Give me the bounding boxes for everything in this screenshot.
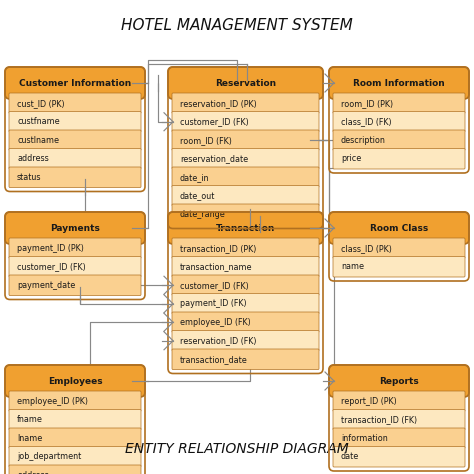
FancyBboxPatch shape <box>9 410 141 430</box>
Text: transaction_date: transaction_date <box>180 355 248 364</box>
FancyBboxPatch shape <box>9 275 141 295</box>
FancyBboxPatch shape <box>333 238 465 258</box>
FancyBboxPatch shape <box>329 212 469 244</box>
FancyBboxPatch shape <box>333 391 465 411</box>
Text: reservation_ID (PK): reservation_ID (PK) <box>180 99 257 108</box>
FancyBboxPatch shape <box>329 67 469 99</box>
Text: name: name <box>341 262 364 271</box>
FancyBboxPatch shape <box>5 212 145 244</box>
FancyBboxPatch shape <box>172 238 319 258</box>
FancyBboxPatch shape <box>9 148 141 169</box>
Text: HOTEL MANAGEMENT SYSTEM: HOTEL MANAGEMENT SYSTEM <box>121 18 353 33</box>
Text: custfname: custfname <box>17 117 60 126</box>
Text: Employees: Employees <box>48 376 102 385</box>
Text: report_ID (PK): report_ID (PK) <box>341 397 397 406</box>
Text: date_out: date_out <box>180 191 215 200</box>
Text: customer_ID (FK): customer_ID (FK) <box>180 281 249 290</box>
Text: payment_date: payment_date <box>17 281 75 290</box>
FancyBboxPatch shape <box>9 465 141 474</box>
Text: Reservation: Reservation <box>215 79 276 88</box>
Text: custlname: custlname <box>17 136 59 145</box>
Text: payment_ID (PK): payment_ID (PK) <box>17 244 84 253</box>
FancyBboxPatch shape <box>333 111 465 132</box>
Text: class_ID (PK): class_ID (PK) <box>341 244 392 253</box>
Text: address: address <box>17 471 49 474</box>
Text: Transaction: Transaction <box>216 224 275 233</box>
FancyBboxPatch shape <box>172 275 319 295</box>
FancyBboxPatch shape <box>333 130 465 151</box>
FancyBboxPatch shape <box>333 447 465 467</box>
Text: Payments: Payments <box>50 224 100 233</box>
FancyBboxPatch shape <box>5 365 145 397</box>
Text: employee_ID (PK): employee_ID (PK) <box>17 397 88 406</box>
FancyBboxPatch shape <box>9 130 141 151</box>
Text: customer_ID (FK): customer_ID (FK) <box>180 117 249 126</box>
Text: Customer Information: Customer Information <box>19 79 131 88</box>
Text: address: address <box>17 154 49 163</box>
FancyBboxPatch shape <box>172 185 319 206</box>
Text: Room Information: Room Information <box>353 79 445 88</box>
FancyBboxPatch shape <box>172 204 319 225</box>
FancyBboxPatch shape <box>333 410 465 430</box>
FancyBboxPatch shape <box>168 212 323 244</box>
FancyBboxPatch shape <box>172 256 319 277</box>
Text: customer_ID (FK): customer_ID (FK) <box>17 262 86 271</box>
Text: room_ID (PK): room_ID (PK) <box>341 99 393 108</box>
FancyBboxPatch shape <box>333 256 465 277</box>
Text: transaction_ID (PK): transaction_ID (PK) <box>180 244 256 253</box>
FancyBboxPatch shape <box>9 391 141 411</box>
Text: ENTITY RELATIONSHIP DIAGRAM: ENTITY RELATIONSHIP DIAGRAM <box>125 442 349 456</box>
FancyBboxPatch shape <box>9 428 141 448</box>
FancyBboxPatch shape <box>172 167 319 188</box>
FancyBboxPatch shape <box>172 330 319 351</box>
FancyBboxPatch shape <box>9 238 141 258</box>
FancyBboxPatch shape <box>333 148 465 169</box>
FancyBboxPatch shape <box>172 148 319 169</box>
Text: date: date <box>341 452 359 461</box>
FancyBboxPatch shape <box>333 428 465 448</box>
Text: status: status <box>17 173 42 182</box>
FancyBboxPatch shape <box>9 111 141 132</box>
Text: date_range: date_range <box>180 210 226 219</box>
Text: price: price <box>341 154 361 163</box>
Text: reservation_date: reservation_date <box>180 154 248 163</box>
Text: reservation_ID (FK): reservation_ID (FK) <box>180 336 256 345</box>
Text: job_department: job_department <box>17 452 81 461</box>
FancyBboxPatch shape <box>9 93 141 113</box>
FancyBboxPatch shape <box>172 93 319 113</box>
FancyBboxPatch shape <box>172 349 319 370</box>
FancyBboxPatch shape <box>333 93 465 113</box>
FancyBboxPatch shape <box>172 293 319 314</box>
Text: date_in: date_in <box>180 173 210 182</box>
FancyBboxPatch shape <box>172 111 319 132</box>
Text: cust_ID (PK): cust_ID (PK) <box>17 99 64 108</box>
Text: fname: fname <box>17 415 43 424</box>
FancyBboxPatch shape <box>9 447 141 467</box>
Text: class_ID (FK): class_ID (FK) <box>341 117 392 126</box>
Text: payment_ID (FK): payment_ID (FK) <box>180 299 246 308</box>
Text: employee_ID (FK): employee_ID (FK) <box>180 318 251 327</box>
Text: lname: lname <box>17 434 42 443</box>
FancyBboxPatch shape <box>9 167 141 188</box>
Text: transaction_name: transaction_name <box>180 262 253 271</box>
FancyBboxPatch shape <box>168 67 323 99</box>
Text: information: information <box>341 434 388 443</box>
Text: description: description <box>341 136 386 145</box>
FancyBboxPatch shape <box>172 130 319 151</box>
Text: Room Class: Room Class <box>370 224 428 233</box>
FancyBboxPatch shape <box>5 67 145 99</box>
Text: room_ID (FK): room_ID (FK) <box>180 136 232 145</box>
Text: Reports: Reports <box>379 376 419 385</box>
Text: transaction_ID (FK): transaction_ID (FK) <box>341 415 417 424</box>
FancyBboxPatch shape <box>9 256 141 277</box>
FancyBboxPatch shape <box>172 312 319 332</box>
FancyBboxPatch shape <box>329 365 469 397</box>
